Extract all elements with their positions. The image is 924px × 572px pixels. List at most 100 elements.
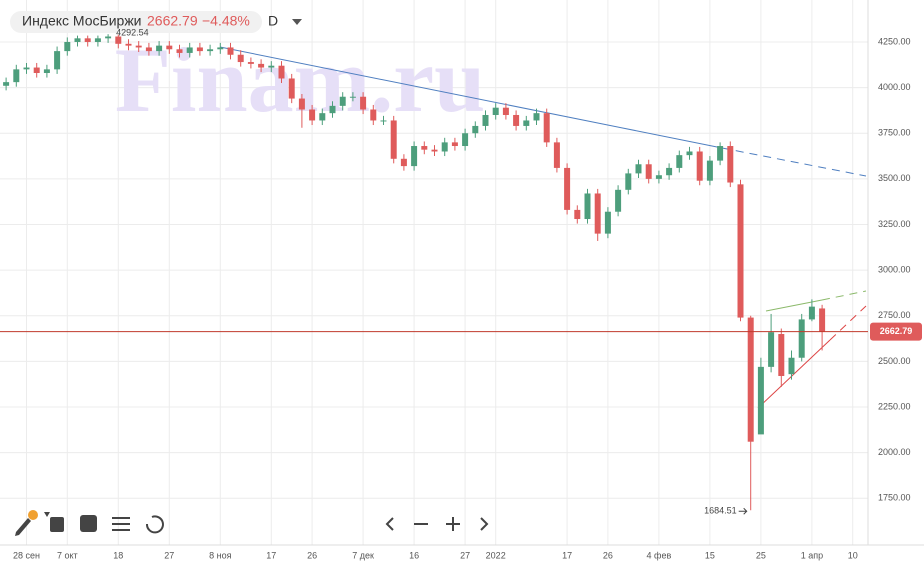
candle-body	[441, 142, 448, 152]
y-tick-label: 2750.00	[878, 310, 911, 320]
candle-body	[13, 69, 20, 83]
scroll-left[interactable]	[385, 517, 394, 531]
candle-body	[237, 54, 244, 63]
change: −4.48%	[202, 13, 250, 29]
x-tick-label: 7 окт	[57, 550, 78, 560]
candle-body	[176, 49, 183, 53]
candle-body	[196, 47, 203, 52]
candle-body	[135, 45, 142, 48]
candle-body	[696, 151, 703, 181]
candle-body	[574, 209, 581, 220]
scroll-right[interactable]	[480, 517, 489, 531]
candle-body	[451, 142, 458, 147]
candle-body	[666, 167, 673, 176]
candle-body	[64, 41, 71, 52]
reset-tool[interactable]	[145, 515, 164, 534]
candle-body	[217, 47, 224, 50]
y-tick-label: 2000.00	[878, 447, 911, 457]
candle-body	[309, 109, 316, 121]
candle-body	[258, 63, 265, 68]
candle-body	[645, 164, 652, 179]
badge	[28, 510, 38, 520]
candle-body	[319, 113, 326, 121]
candle-body	[349, 96, 356, 98]
candle-body	[23, 67, 30, 70]
y-tick-label: 2250.00	[878, 401, 911, 411]
interval[interactable]: D	[268, 13, 278, 29]
y-tick-label: 3750.00	[878, 128, 911, 138]
candle-body	[400, 158, 407, 167]
candle-body	[115, 36, 122, 44]
candle-body	[227, 47, 234, 55]
candle-body	[564, 167, 571, 210]
candle-body	[808, 306, 815, 320]
candle-body	[298, 98, 305, 110]
settings-tool[interactable]	[112, 517, 130, 531]
candle-body	[370, 109, 377, 121]
x-tick-label: 2022	[486, 550, 506, 560]
candle-body	[553, 142, 560, 168]
candle-body	[156, 45, 163, 52]
candle-body	[594, 193, 601, 234]
candle-body	[604, 211, 611, 234]
x-tick-label: 26	[603, 550, 613, 560]
list-tool[interactable]	[50, 517, 64, 532]
candle-body	[84, 38, 91, 42]
candle-body	[747, 317, 754, 442]
candle-body	[584, 193, 591, 220]
x-tick-label: 25	[756, 550, 766, 560]
candle-body	[390, 120, 397, 159]
candle-body	[778, 334, 785, 376]
candle-body	[472, 125, 479, 134]
candle-body	[737, 184, 744, 318]
y-tick-label: 4250.00	[878, 36, 911, 46]
candle-body	[380, 120, 387, 122]
candle-body	[360, 96, 367, 110]
candle-body	[615, 189, 622, 212]
x-tick-label: 18	[113, 550, 123, 560]
candle-body	[727, 146, 734, 183]
last-price: 2662.79	[147, 13, 198, 29]
candle-body	[819, 308, 826, 332]
candle-body	[533, 113, 540, 121]
x-tick-label: 27	[460, 550, 470, 560]
candle-body	[186, 47, 193, 53]
candle-body	[502, 107, 509, 115]
channel-top-extension	[821, 290, 867, 301]
candle-body	[43, 69, 50, 74]
candle-body	[757, 366, 764, 435]
candle-body	[768, 332, 775, 367]
zoom-in[interactable]	[446, 517, 460, 531]
x-tick-label: 7 дек	[352, 550, 374, 560]
x-tick-label: 4 фев	[647, 550, 672, 560]
x-tick-label: 15	[705, 550, 715, 560]
grid	[0, 0, 868, 545]
candle-body	[676, 155, 683, 168]
trend-line-extension	[721, 147, 867, 177]
candle-body	[492, 107, 499, 115]
x-tick-label: 16	[409, 550, 419, 560]
channel-top	[765, 299, 823, 312]
candle-body	[462, 133, 469, 147]
x-tick-label: 8 ноя	[209, 550, 231, 560]
interval-dropdown[interactable]	[292, 19, 302, 25]
x-tick-label: 10	[848, 550, 858, 560]
candle-body	[482, 114, 489, 126]
y-tick-label: 3500.00	[878, 173, 911, 183]
candle-body	[74, 38, 81, 42]
candles	[0, 34, 868, 511]
draw-tool-menu[interactable]	[44, 512, 50, 517]
candle-body	[717, 146, 724, 161]
candle-body	[166, 45, 173, 50]
header-pill	[10, 11, 262, 33]
y-tick-label: 3000.00	[878, 265, 911, 275]
candle-body	[523, 120, 530, 126]
candle-body	[686, 151, 693, 156]
y-tick-label: 2500.00	[878, 356, 911, 366]
draw-tool[interactable]	[15, 518, 31, 536]
candle-body	[513, 114, 520, 126]
add-tool[interactable]	[80, 515, 97, 532]
y-tick-label: 4000.00	[878, 82, 911, 92]
toolbar	[15, 510, 489, 536]
